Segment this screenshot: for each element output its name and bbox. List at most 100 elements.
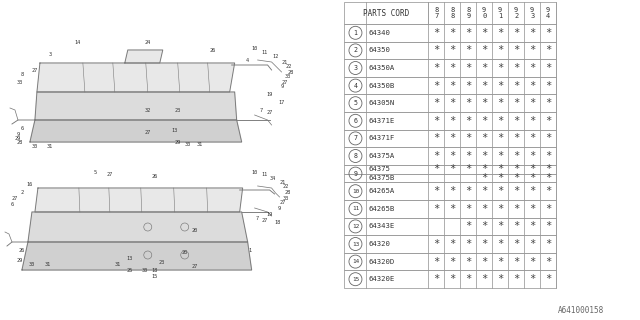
Text: *: * — [481, 45, 488, 55]
Text: *: * — [513, 257, 519, 267]
Text: *: * — [433, 151, 440, 161]
Text: *: * — [449, 204, 456, 214]
Text: 64350: 64350 — [369, 47, 390, 53]
Text: 31: 31 — [47, 145, 53, 149]
Text: 30: 30 — [32, 145, 38, 149]
Text: *: * — [481, 151, 488, 161]
Text: *: * — [465, 133, 472, 143]
Text: *: * — [433, 28, 440, 38]
Text: *: * — [529, 164, 535, 174]
Text: 14: 14 — [352, 259, 359, 264]
Text: 11: 11 — [262, 50, 268, 54]
Bar — [344, 94, 556, 112]
Text: *: * — [513, 81, 519, 91]
Text: 10: 10 — [352, 189, 359, 194]
Text: *: * — [529, 133, 535, 143]
Bar — [344, 218, 556, 235]
Text: 11: 11 — [262, 172, 268, 178]
Text: 3: 3 — [353, 65, 358, 71]
Text: *: * — [545, 151, 551, 161]
Text: *: * — [449, 98, 456, 108]
Text: *: * — [497, 98, 503, 108]
Text: *: * — [513, 173, 519, 183]
Text: 26: 26 — [19, 247, 25, 252]
Text: *: * — [529, 257, 535, 267]
Text: 29: 29 — [15, 135, 21, 140]
Text: *: * — [497, 173, 503, 183]
Bar — [344, 24, 556, 42]
Text: *: * — [513, 186, 519, 196]
Text: *: * — [481, 257, 488, 267]
Text: 64343E: 64343E — [369, 223, 395, 229]
Text: 6: 6 — [10, 203, 13, 207]
Text: 27: 27 — [282, 79, 288, 84]
Text: *: * — [513, 164, 519, 174]
Text: *: * — [529, 81, 535, 91]
Text: 3: 3 — [49, 52, 51, 58]
Bar — [344, 42, 556, 59]
Text: 2: 2 — [353, 47, 358, 53]
Text: *: * — [545, 204, 551, 214]
Text: 13: 13 — [127, 255, 133, 260]
Text: 64375: 64375 — [369, 166, 390, 172]
Text: *: * — [465, 151, 472, 161]
Text: 17: 17 — [278, 100, 285, 105]
Text: 64320E: 64320E — [369, 276, 395, 282]
Text: 64350A: 64350A — [369, 65, 395, 71]
Text: *: * — [545, 45, 551, 55]
Text: *: * — [481, 164, 488, 174]
Text: 26: 26 — [152, 174, 158, 180]
Text: 20: 20 — [191, 228, 198, 233]
Text: *: * — [465, 28, 472, 38]
Text: 20: 20 — [182, 250, 188, 254]
Text: *: * — [481, 116, 488, 126]
Text: *: * — [513, 116, 519, 126]
Text: 19: 19 — [266, 92, 273, 97]
Polygon shape — [125, 50, 163, 63]
Text: 9: 9 — [17, 132, 20, 138]
Text: 16: 16 — [27, 182, 33, 188]
Text: 22: 22 — [285, 65, 292, 69]
Bar — [344, 182, 556, 200]
Text: 8
7: 8 7 — [434, 7, 438, 19]
Text: *: * — [529, 221, 535, 231]
Bar — [344, 59, 556, 77]
Bar — [344, 130, 556, 147]
Text: *: * — [545, 186, 551, 196]
Text: 23: 23 — [175, 108, 181, 113]
Text: *: * — [529, 186, 535, 196]
Text: 27: 27 — [107, 172, 113, 178]
Text: *: * — [545, 221, 551, 231]
Text: *: * — [545, 116, 551, 126]
Text: 1: 1 — [248, 247, 251, 252]
Text: 64265B: 64265B — [369, 206, 395, 212]
Text: 25: 25 — [127, 268, 133, 273]
Text: *: * — [497, 257, 503, 267]
Text: *: * — [481, 239, 488, 249]
Text: *: * — [497, 133, 503, 143]
Text: 33: 33 — [284, 75, 291, 79]
Text: *: * — [465, 81, 472, 91]
Bar — [344, 200, 556, 218]
Text: 6: 6 — [353, 118, 358, 124]
Text: 27: 27 — [280, 201, 285, 205]
Bar — [344, 235, 556, 253]
Text: 14: 14 — [75, 41, 81, 45]
Text: 8: 8 — [20, 73, 24, 77]
Text: 64371E: 64371E — [369, 118, 395, 124]
Text: *: * — [449, 186, 456, 196]
Text: *: * — [529, 98, 535, 108]
Text: 9: 9 — [353, 171, 358, 177]
Text: *: * — [465, 116, 472, 126]
Text: 28: 28 — [287, 69, 294, 75]
Text: 64371F: 64371F — [369, 135, 395, 141]
Text: *: * — [545, 63, 551, 73]
Text: *: * — [497, 63, 503, 73]
Text: *: * — [481, 28, 488, 38]
Text: *: * — [465, 221, 472, 231]
Text: 26: 26 — [209, 47, 216, 52]
Bar — [344, 270, 556, 288]
Text: *: * — [529, 116, 535, 126]
Text: 12: 12 — [352, 224, 359, 229]
Text: 11: 11 — [352, 206, 359, 211]
